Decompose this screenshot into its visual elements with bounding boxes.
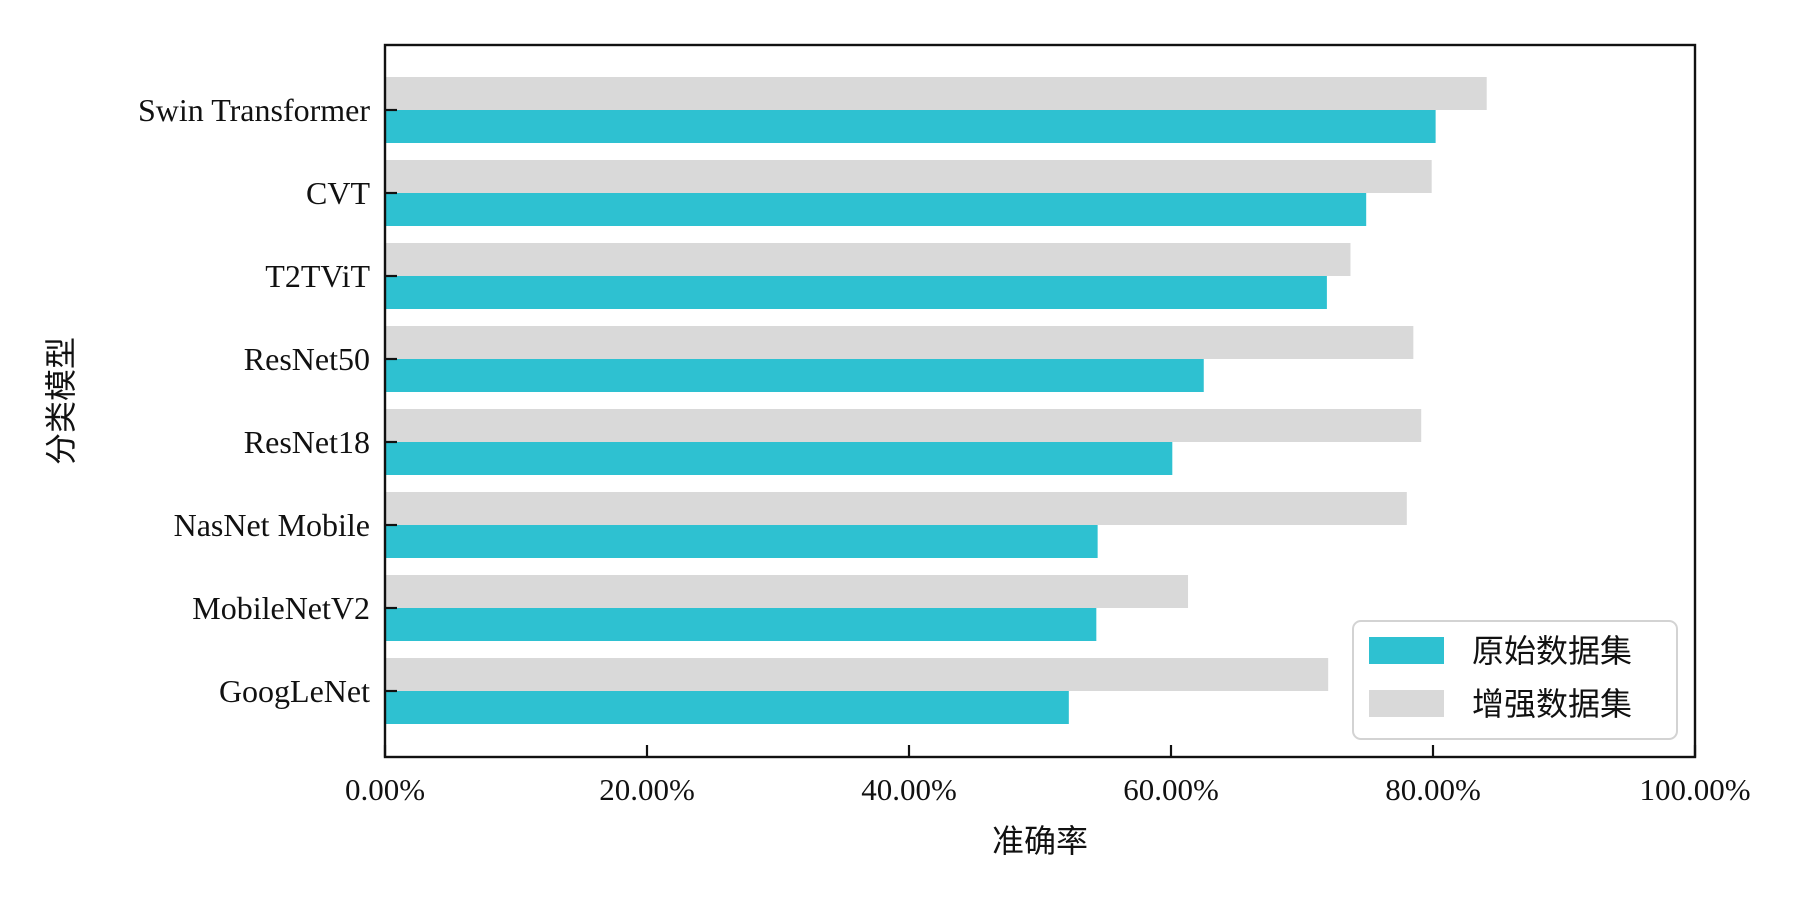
bar-enhanced-resnet50 (385, 326, 1414, 359)
bar-original-resnet18 (385, 442, 1173, 475)
x-tick-label-3: 60.00% (1123, 772, 1219, 807)
x-axis-label: 准确率 (992, 823, 1088, 859)
bar-enhanced-googlenet (385, 658, 1329, 691)
y-tick-label-t2tvit: T2TViT (265, 258, 370, 294)
legend-swatch-enhanced (1369, 690, 1444, 717)
y-tick-label-mobilenetv2: MobileNetV2 (192, 590, 370, 626)
x-tick-label-1: 20.00% (599, 772, 695, 807)
bar-original-mobilenetv2 (385, 608, 1097, 641)
y-tick-label-resnet50: ResNet50 (244, 341, 370, 377)
x-tick-label-5: 100.00% (1639, 772, 1750, 807)
bar-enhanced-resnet18 (385, 409, 1422, 442)
bar-enhanced-t2tvit (385, 243, 1351, 276)
bar-enhanced-nasnet-mobile (385, 492, 1407, 525)
x-tick-label-0: 0.00% (345, 772, 425, 807)
y-tick-label-resnet18: ResNet18 (244, 424, 370, 460)
bar-enhanced-swin-transformer (385, 77, 1487, 110)
bar-original-googlenet (385, 691, 1069, 724)
legend-label-enhanced: 增强数据集 (1472, 686, 1632, 722)
bar-enhanced-cvt (385, 160, 1432, 193)
y-tick-label-nasnet-mobile: NasNet Mobile (174, 507, 370, 543)
bar-original-swin-transformer (385, 110, 1436, 143)
x-tick-label-2: 40.00% (861, 772, 957, 807)
y-tick-label-googlenet: GoogLeNet (219, 673, 370, 709)
y-axis-label: 分类模型 (43, 337, 79, 465)
bar-original-resnet50 (385, 359, 1204, 392)
legend-swatch-original (1369, 637, 1444, 664)
labels-layer: GoogLeNet MobileNetV2 NasNet Mobile ResNet1… (138, 92, 1751, 807)
x-tick-label-4: 80.00% (1385, 772, 1481, 807)
bar-enhanced-mobilenetv2 (385, 575, 1189, 608)
y-tick-label-cvt: CVT (306, 175, 370, 211)
bar-original-nasnet-mobile (385, 525, 1098, 558)
bar-original-cvt (385, 193, 1367, 226)
plot-frame (383, 43, 1697, 759)
ticks-layer (383, 108, 1697, 757)
bar-original-t2tvit (385, 276, 1327, 309)
bars-layer (385, 77, 1487, 724)
legend-label-original: 原始数据集 (1472, 633, 1632, 669)
y-tick-label-swin-transformer: Swin Transformer (138, 92, 370, 128)
